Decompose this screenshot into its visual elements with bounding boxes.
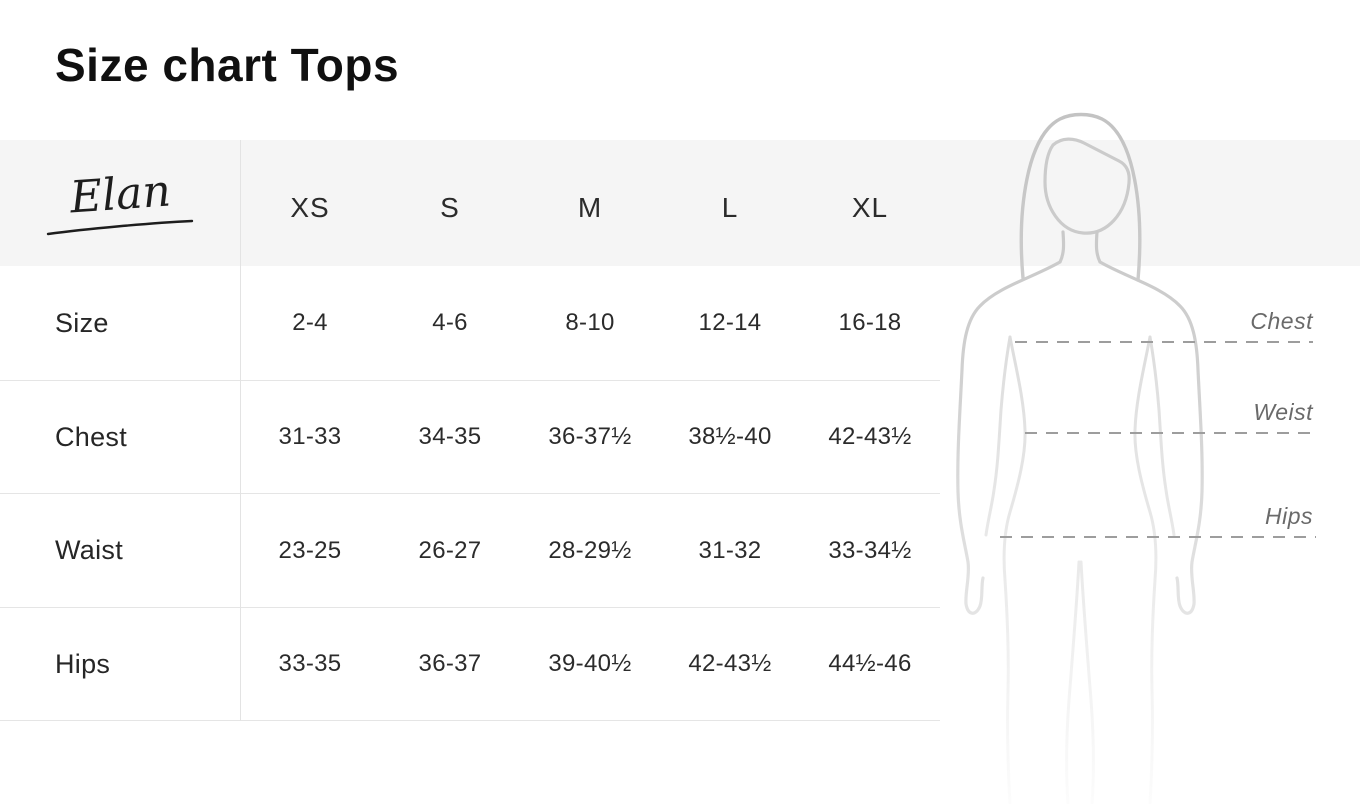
chest-measure-line <box>1015 341 1313 343</box>
hips-measure-line <box>1000 536 1316 538</box>
table-row-hips: Hips 33-35 36-37 39-40½ 42-43½ 44½-46 <box>0 608 940 721</box>
column-header-l: L <box>721 192 739 223</box>
table-cell: 26-27 <box>418 536 482 564</box>
brand-logo-text: Elan <box>67 165 172 224</box>
hips-measure-label: Hips <box>1264 503 1313 529</box>
brand-logo-underline <box>46 219 194 236</box>
table-vertical-divider <box>240 140 241 721</box>
chest-measure-label: Chest <box>1250 308 1313 334</box>
waist-measure-label: Weist <box>1253 399 1313 425</box>
table-row-chest: Chest 31-33 34-35 36-37½ 38½-40 42-43½ <box>0 381 940 494</box>
table-cell: 8-10 <box>565 309 615 336</box>
row-label-waist: Waist <box>55 535 123 565</box>
table-cell: 44½-46 <box>828 650 912 677</box>
page-title: Size chart Tops <box>55 39 400 91</box>
table-cell: 42-43½ <box>828 423 912 450</box>
table-cell: 38½-40 <box>688 423 772 450</box>
table-cell: 34-35 <box>418 423 482 450</box>
table-cell: 16-18 <box>838 309 902 336</box>
column-header-xl: XL <box>851 192 889 223</box>
table-row-size: Size 2-4 4-6 8-10 12-14 16-18 <box>0 266 940 381</box>
body-measurement-figure: Chest Weist Hips <box>930 100 1360 804</box>
table-cell: 42-43½ <box>688 650 772 677</box>
waist-measure-line <box>1025 432 1313 434</box>
brand-logo: Elan <box>0 165 240 237</box>
table-cell: 33-34½ <box>828 536 912 564</box>
column-header-xs: XS <box>290 192 330 223</box>
row-label-size: Size <box>55 307 109 338</box>
table-cell: 31-33 <box>278 423 342 450</box>
row-label-hips: Hips <box>55 648 111 679</box>
size-table: Elan XS S M L XL Size 2-4 4-6 8-10 12-14… <box>0 140 940 721</box>
table-cell: 31-32 <box>698 536 762 564</box>
table-cell: 39-40½ <box>548 650 632 677</box>
table-cell: 36-37 <box>418 650 482 677</box>
table-cell: 23-25 <box>278 536 342 564</box>
female-silhouette-icon <box>956 112 1204 804</box>
row-label-chest: Chest <box>55 421 128 452</box>
table-header-band <box>0 140 1360 266</box>
column-header-m: M <box>577 192 603 223</box>
table-cell: 12-14 <box>698 309 762 336</box>
table-cell: 2-4 <box>292 309 328 336</box>
table-header-row: Elan XS S M L XL <box>0 140 940 266</box>
table-cell: 33-35 <box>278 650 342 677</box>
table-cell: 28-29½ <box>548 536 632 564</box>
table-row-waist: Waist 23-25 26-27 28-29½ 31-32 33-34½ <box>0 494 940 608</box>
table-cell: 4-6 <box>432 309 468 336</box>
table-cell: 36-37½ <box>548 423 632 450</box>
column-header-s: S <box>440 192 460 223</box>
